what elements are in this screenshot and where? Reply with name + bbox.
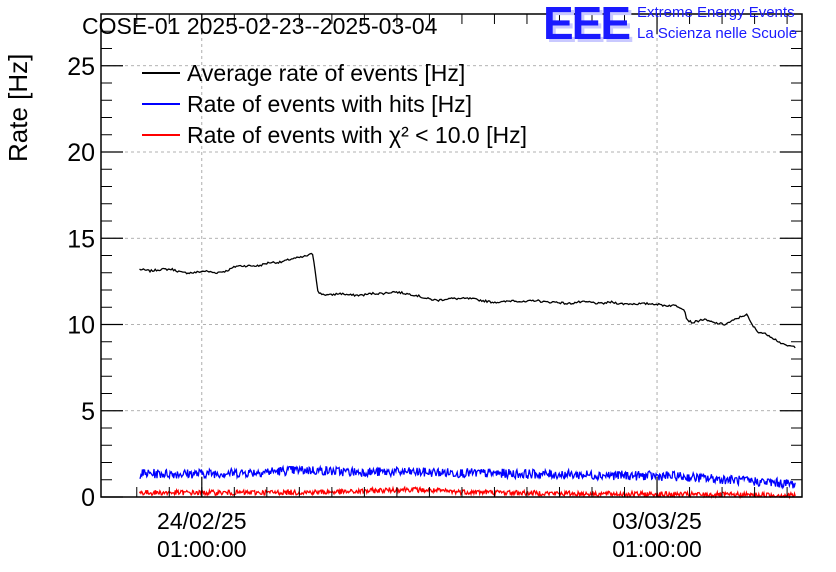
y-tick-label: 5 (81, 398, 95, 426)
x-tick-label-date: 03/03/25 (612, 508, 702, 534)
grid-lines (101, 14, 802, 497)
legend-label-1: Rate of events with hits [Hz] (187, 91, 472, 117)
plot-frame (100, 13, 803, 498)
series-layer (138, 252, 796, 500)
x-tick-label-time: 01:00:00 (612, 536, 702, 562)
org-name: Extreme Energy Events (637, 4, 795, 21)
series-line-0 (139, 252, 796, 349)
axis-ticks (101, 13, 802, 498)
y-tick-label: 10 (67, 312, 95, 340)
legend: Average rate of events [Hz] Rate of event… (142, 60, 527, 148)
x-tick-label-date: 24/02/25 (157, 508, 247, 534)
series-line-1 (139, 464, 796, 490)
y-axis-label: Rate [Hz] (3, 54, 33, 162)
axis-labels: 051015202524/02/2501:00:0003/03/2501:00:… (67, 53, 702, 562)
legend-label-2: Rate of events with χ² < 10.0 [Hz] (187, 122, 527, 148)
chart-title: COSE-01 2025-02-23--2025-03-04 (82, 13, 438, 39)
org-subtitle: La Scienza nelle Scuole (637, 25, 798, 42)
y-tick-label: 15 (67, 225, 95, 253)
eee-logo: EEE (543, 0, 631, 49)
y-tick-label: 25 (67, 53, 95, 81)
y-tick-label: 0 (81, 484, 95, 512)
x-tick-label-time: 01:00:00 (157, 536, 247, 562)
series-line-2 (138, 485, 796, 500)
y-tick-label: 20 (67, 139, 95, 167)
legend-label-0: Average rate of events [Hz] (187, 60, 465, 86)
